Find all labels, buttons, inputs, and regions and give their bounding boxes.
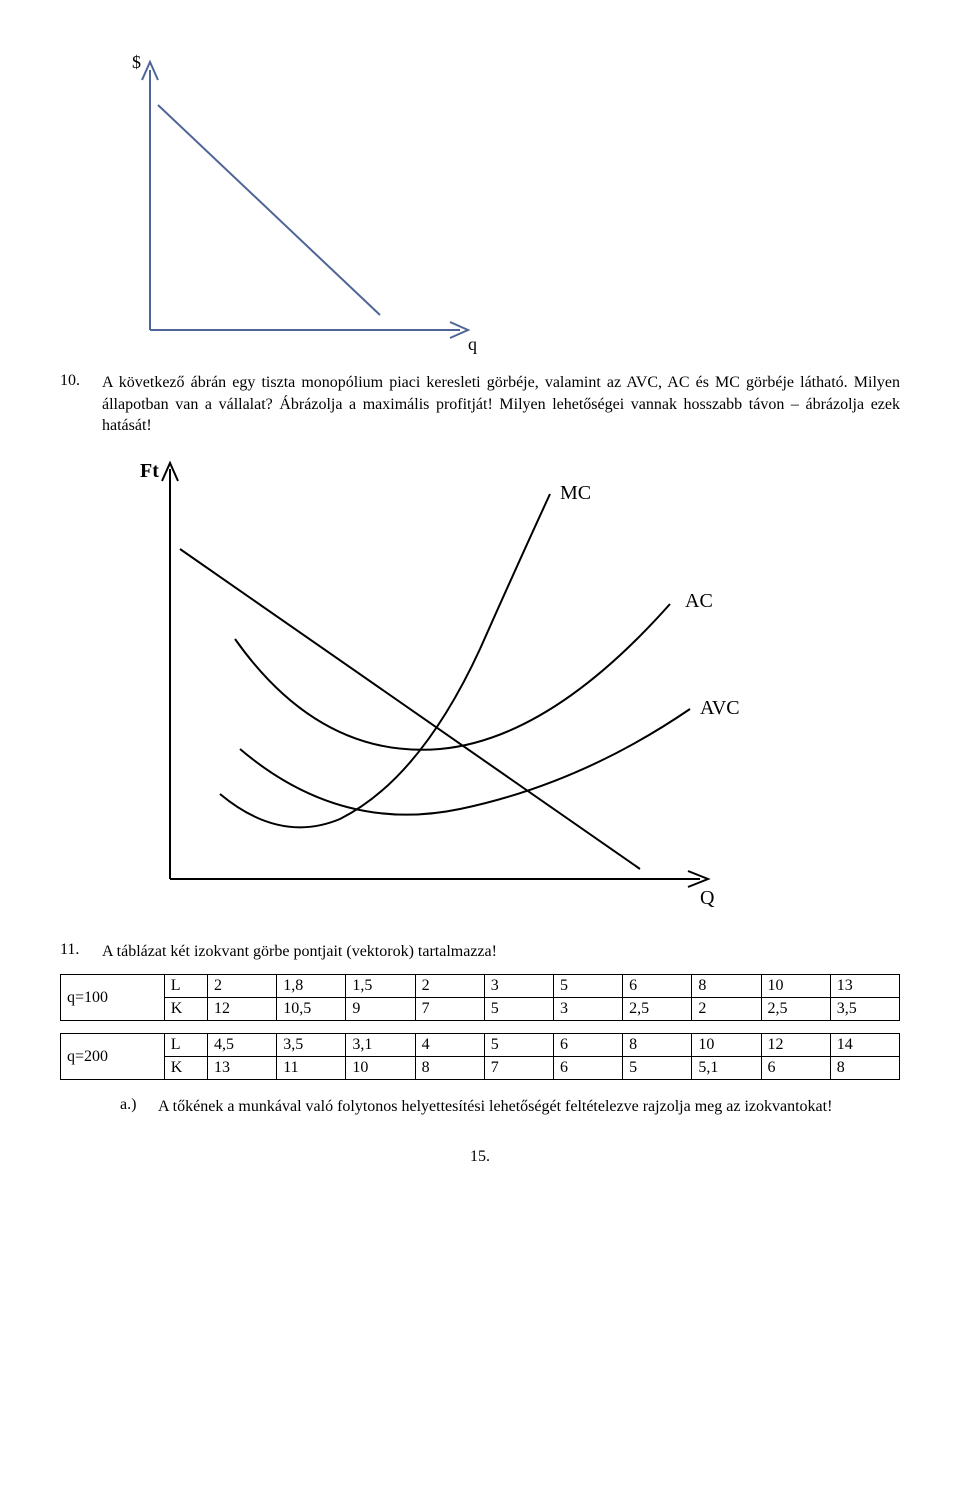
page-number: 15. <box>60 1148 900 1166</box>
cell: 8 <box>830 1057 899 1080</box>
question-number: 11. <box>60 941 102 963</box>
subquestion-text: A tőkének a munkával való folytonos hely… <box>158 1096 900 1118</box>
cell: 6 <box>553 1057 622 1080</box>
cell: 4,5 <box>208 1034 277 1057</box>
cell: 9 <box>346 998 415 1021</box>
cell: 8 <box>623 1034 692 1057</box>
cell: 4 <box>415 1034 484 1057</box>
cell: 5 <box>484 1034 553 1057</box>
question-text: A következő ábrán egy tiszta monopólium … <box>102 372 900 437</box>
cell: 7 <box>484 1057 553 1080</box>
cost-curves-chart: Ft Q MC AC AVC <box>120 449 900 929</box>
question-11: 11. A táblázat két izokvant görbe pontja… <box>60 941 900 963</box>
cell: 13 <box>830 975 899 998</box>
question-10: 10. A következő ábrán egy tiszta monopól… <box>60 372 900 437</box>
cell: 8 <box>692 975 761 998</box>
cell: 3 <box>553 998 622 1021</box>
cell: 3,5 <box>277 1034 346 1057</box>
isoquant-table-q100: q=100 L 2 1,8 1,5 2 3 5 6 8 10 13 K 12 1… <box>60 974 900 1021</box>
cell: 14 <box>830 1034 899 1057</box>
cell: 12 <box>208 998 277 1021</box>
cost-curves-svg: Ft Q MC AC AVC <box>120 449 780 929</box>
subquestion-label: a.) <box>120 1096 158 1118</box>
cell: 8 <box>415 1057 484 1080</box>
cell: 5 <box>484 998 553 1021</box>
question-number: 10. <box>60 372 102 437</box>
cell: 1,5 <box>346 975 415 998</box>
cell: 1,8 <box>277 975 346 998</box>
question-text: A táblázat két izokvant görbe pontjait (… <box>102 941 900 963</box>
cell: 10 <box>761 975 830 998</box>
row-label: q=200 <box>61 1034 165 1080</box>
cell: 2,5 <box>761 998 830 1021</box>
cell: 6 <box>553 1034 622 1057</box>
avc-label: AVC <box>700 697 740 719</box>
row-label: q=100 <box>61 975 165 1021</box>
demand-chart: $ q <box>120 50 900 360</box>
cell: 12 <box>761 1034 830 1057</box>
cell: 5,1 <box>692 1057 761 1080</box>
subquestion-a: a.) A tőkének a munkával való folytonos … <box>120 1096 900 1118</box>
cell: 2 <box>415 975 484 998</box>
cell: 3,5 <box>830 998 899 1021</box>
cell: 13 <box>208 1057 277 1080</box>
cell: 2 <box>208 975 277 998</box>
cell: 10,5 <box>277 998 346 1021</box>
y-axis-label-ft: Ft <box>140 460 159 482</box>
ac-label: AC <box>685 590 713 612</box>
cell: K <box>164 1057 207 1080</box>
cell: 5 <box>553 975 622 998</box>
cell: 3 <box>484 975 553 998</box>
cell: K <box>164 998 207 1021</box>
cell: 6 <box>623 975 692 998</box>
cell: 10 <box>346 1057 415 1080</box>
cell: 6 <box>761 1057 830 1080</box>
x-axis-label-q: Q <box>700 887 715 909</box>
cell: 2,5 <box>623 998 692 1021</box>
isoquant-table-q200: q=200 L 4,5 3,5 3,1 4 5 6 8 10 12 14 K 1… <box>60 1033 900 1080</box>
cell: 5 <box>623 1057 692 1080</box>
cell: 11 <box>277 1057 346 1080</box>
cell: 7 <box>415 998 484 1021</box>
y-axis-label: $ <box>132 52 141 72</box>
demand-chart-svg: $ q <box>120 50 500 360</box>
x-axis-label: q <box>468 334 477 354</box>
cell: L <box>164 975 207 998</box>
cell: 3,1 <box>346 1034 415 1057</box>
cell: L <box>164 1034 207 1057</box>
mc-label: MC <box>560 482 591 504</box>
cell: 10 <box>692 1034 761 1057</box>
cell: 2 <box>692 998 761 1021</box>
